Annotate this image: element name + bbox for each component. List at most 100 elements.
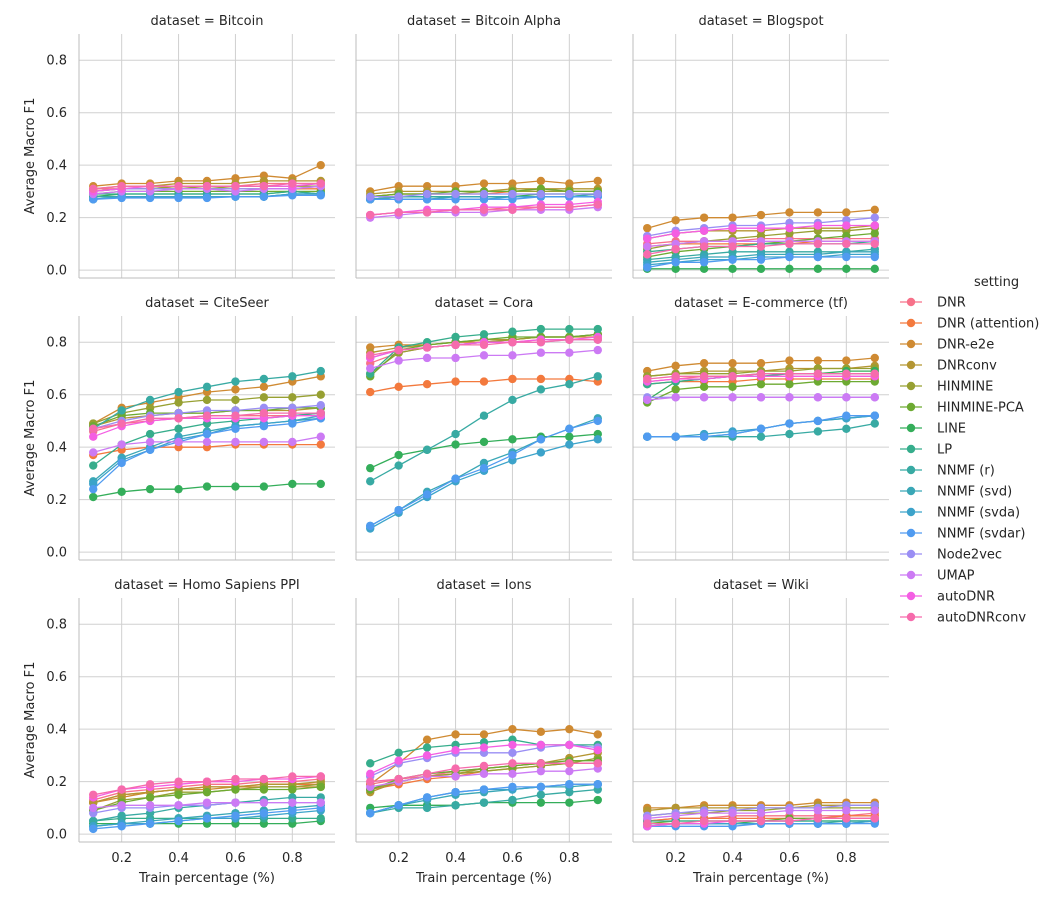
data-point <box>508 205 517 214</box>
legend-marker <box>906 591 916 601</box>
series-nnmf-svda <box>366 435 602 533</box>
data-point <box>671 244 680 254</box>
series-line <box>369 438 598 530</box>
data-point <box>394 192 403 201</box>
legend-entry-autodnrconv: autoDNRconv <box>900 611 1026 626</box>
data-point <box>89 803 98 813</box>
series-umap <box>643 237 879 251</box>
legend-marker <box>906 570 916 580</box>
data-point <box>508 748 517 757</box>
data-point <box>699 372 709 381</box>
data-point <box>756 223 766 233</box>
data-point <box>536 448 546 457</box>
series-line <box>89 479 325 502</box>
panel-title: dataset = CiteSeer <box>145 296 269 311</box>
data-point <box>671 264 680 274</box>
data-point <box>89 432 98 441</box>
data-point <box>89 790 98 799</box>
data-point <box>394 505 403 515</box>
data-point <box>259 181 269 191</box>
legend-entry-line: LINE <box>900 422 966 437</box>
y-tick-label: 0.2 <box>46 493 67 508</box>
legend-label: DNR (attention) <box>937 317 1039 332</box>
legend-entry-dnr: DNR <box>900 296 966 311</box>
data-point <box>145 429 155 439</box>
panel-blogspot: dataset = Blogspot <box>632 14 889 279</box>
data-point <box>728 255 737 264</box>
data-point <box>643 223 652 233</box>
data-point <box>117 487 126 496</box>
data-point <box>565 348 574 357</box>
data-point <box>288 393 297 402</box>
legend-entry-dnrconv: DNRconv <box>900 359 997 374</box>
legend-label: NNMF (svd) <box>937 485 1012 500</box>
data-point <box>728 816 737 826</box>
data-point <box>259 437 269 447</box>
panel-e-commerce-tf: dataset = E-commerce (tf) <box>632 296 889 561</box>
data-point <box>671 811 680 820</box>
legend-entry-dnr-attention: DNR (attention) <box>900 317 1039 332</box>
data-point <box>785 816 794 826</box>
data-point <box>536 759 546 768</box>
data-point <box>870 353 879 363</box>
data-point <box>231 774 240 784</box>
data-point <box>479 411 489 420</box>
data-point <box>728 242 737 251</box>
data-point <box>699 264 709 274</box>
data-point <box>316 179 325 188</box>
data-point <box>259 374 269 384</box>
data-point <box>593 745 602 755</box>
data-point <box>671 361 680 371</box>
data-point <box>870 369 879 378</box>
data-point <box>288 419 297 428</box>
data-point <box>202 411 212 420</box>
data-point <box>565 424 574 434</box>
data-point <box>89 424 98 434</box>
y-tick-label: 0.0 <box>46 264 67 279</box>
data-point <box>870 393 879 402</box>
data-point <box>756 359 766 368</box>
data-point <box>756 264 766 274</box>
series-autodnrconv <box>366 335 602 360</box>
data-point <box>785 393 794 402</box>
data-point <box>231 437 240 447</box>
data-point <box>842 369 851 378</box>
panel-title: dataset = Ions <box>436 578 531 593</box>
data-point <box>117 801 126 810</box>
legend-entry-hinmine: HINMINE <box>900 380 993 395</box>
data-point <box>699 258 709 267</box>
legend-marker <box>906 423 916 433</box>
series-umap <box>366 345 602 373</box>
legend-marker <box>906 318 916 328</box>
data-point <box>728 393 737 402</box>
data-point <box>479 205 489 214</box>
data-point <box>422 735 432 744</box>
data-point <box>785 264 794 274</box>
x-tick-label: 0.4 <box>168 851 189 866</box>
data-point <box>174 424 183 434</box>
data-point <box>643 374 652 384</box>
data-point <box>643 242 652 251</box>
data-point <box>870 221 879 230</box>
data-point <box>422 208 432 217</box>
data-point <box>870 252 879 262</box>
x-tick-label: 0.8 <box>559 851 580 866</box>
legend-marker <box>906 360 916 370</box>
data-point <box>145 437 155 447</box>
data-point <box>117 193 126 203</box>
data-point <box>479 785 489 794</box>
x-tick-label: 0.2 <box>111 851 132 866</box>
data-point <box>508 351 517 360</box>
data-point <box>508 795 517 805</box>
data-point <box>643 432 652 441</box>
y-tick-label: 0.2 <box>46 211 67 226</box>
x-tick-label: 0.4 <box>445 851 466 866</box>
data-point <box>565 202 574 212</box>
data-point <box>756 816 766 826</box>
data-point <box>536 782 546 792</box>
series-nnmf-svdar <box>366 416 602 531</box>
data-point <box>451 772 460 781</box>
data-point <box>259 774 269 784</box>
data-point <box>508 740 517 750</box>
data-point <box>259 798 269 807</box>
